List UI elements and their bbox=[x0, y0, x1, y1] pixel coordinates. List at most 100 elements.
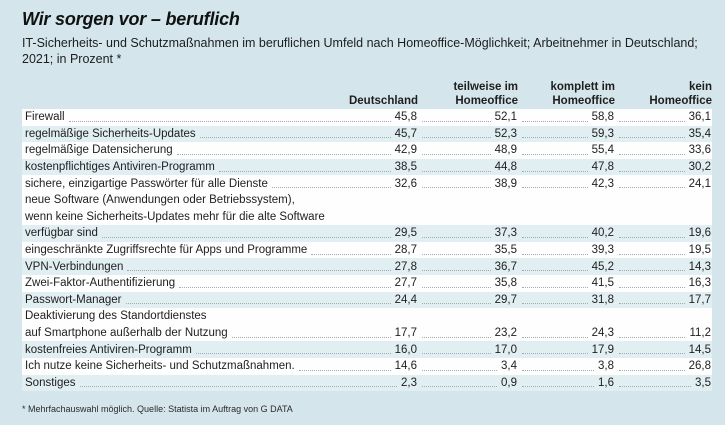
dotted-leader bbox=[522, 246, 588, 255]
value-komplett: 42,3 bbox=[591, 177, 614, 190]
dotted-leader bbox=[422, 113, 491, 122]
value-komplett: 59,3 bbox=[591, 127, 614, 140]
column-header-row: Deutschland teilweise im Homeoffice komp… bbox=[22, 80, 712, 108]
value-deutschland: 28,7 bbox=[394, 244, 417, 257]
value-teilweise: 23,2 bbox=[494, 327, 517, 340]
table-row: eingeschränkte Zugriffsrechte für Apps u… bbox=[22, 241, 712, 259]
table-row: auf Smartphone außerhalb der Nutzung 17,… bbox=[22, 324, 712, 342]
value-deutschland: 14,6 bbox=[394, 360, 417, 373]
dotted-leader bbox=[619, 113, 685, 122]
value-teilweise: 17,0 bbox=[494, 343, 517, 356]
value-kein: 24,1 bbox=[688, 177, 711, 190]
column-header-teilweise: teilweise im Homeoffice bbox=[453, 81, 518, 107]
dotted-leader bbox=[522, 262, 588, 272]
row-label: Zwei-Faktor-Authentifizierung bbox=[25, 277, 176, 290]
dotted-leader bbox=[422, 295, 491, 305]
dotted-leader bbox=[619, 378, 691, 388]
value-teilweise: 44,8 bbox=[494, 161, 517, 174]
value-teilweise: 37,3 bbox=[494, 227, 517, 240]
table-row: regelmäßige Sicherheits-Updates 45,7 52,… bbox=[22, 125, 712, 143]
dotted-leader bbox=[422, 129, 491, 139]
value-deutschland: 27,7 bbox=[394, 277, 417, 290]
value-deutschland: 17,7 bbox=[394, 327, 417, 340]
dotted-leader bbox=[619, 279, 685, 288]
dotted-leader bbox=[522, 378, 594, 388]
value-komplett: 58,8 bbox=[591, 111, 614, 124]
dotted-leader bbox=[231, 329, 391, 338]
dotted-leader bbox=[522, 362, 594, 371]
value-deutschland: 16,0 bbox=[394, 343, 417, 356]
value-komplett: 24,3 bbox=[591, 327, 614, 340]
value-komplett: 3,8 bbox=[598, 360, 614, 373]
row-label: VPN-Verbindungen bbox=[25, 260, 124, 273]
table-body: Firewall 45,8 52,1 58,8 36,1 regelmäßige… bbox=[22, 109, 712, 392]
value-kein: 26,8 bbox=[688, 360, 711, 373]
table-row: VPN-Verbindungen 27,8 36,7 45,2 14,3 bbox=[22, 258, 712, 275]
dotted-leader bbox=[422, 378, 497, 388]
table-row-label-continuation: Deaktivierung des Standortdienstes bbox=[22, 308, 712, 325]
dotted-leader bbox=[619, 229, 685, 238]
dotted-leader bbox=[311, 246, 391, 255]
value-deutschland: 45,8 bbox=[394, 111, 417, 124]
value-komplett: 45,2 bbox=[591, 260, 614, 273]
value-deutschland: 32,6 bbox=[394, 177, 417, 190]
row-label: Passwort-Manager bbox=[25, 293, 122, 306]
dotted-leader bbox=[619, 262, 685, 272]
value-deutschland: 2,3 bbox=[401, 376, 417, 389]
dotted-leader bbox=[522, 329, 588, 338]
dotted-leader bbox=[619, 362, 685, 371]
dotted-leader bbox=[619, 295, 685, 305]
table-row: Zwei-Faktor-Authentifizierung 27,7 35,8 … bbox=[22, 274, 712, 292]
column-header-deutschland: Deutschland bbox=[348, 95, 418, 107]
value-komplett: 41,5 bbox=[591, 277, 614, 290]
row-label: neue Software (Anwendungen oder Betriebs… bbox=[25, 194, 295, 207]
value-komplett: 55,4 bbox=[591, 144, 614, 157]
value-kein: 30,2 bbox=[688, 161, 711, 174]
dotted-leader bbox=[522, 146, 588, 155]
value-kein: 36,1 bbox=[688, 111, 711, 124]
value-teilweise: 0,9 bbox=[501, 376, 517, 389]
dotted-leader bbox=[522, 295, 588, 305]
page-title: Wir sorgen vor – beruflich bbox=[22, 9, 240, 29]
dotted-leader bbox=[176, 146, 391, 155]
dotted-leader bbox=[127, 262, 391, 272]
value-komplett: 39,3 bbox=[591, 244, 614, 257]
dotted-leader bbox=[619, 345, 685, 355]
table-row: kostenpflichtiges Antiviren-Programm 38,… bbox=[22, 158, 712, 176]
column-header-kein: kein Homeoffice bbox=[649, 81, 712, 107]
table-row: sichere, einzigartige Passwörter für all… bbox=[22, 175, 712, 192]
value-kein: 11,2 bbox=[689, 327, 711, 340]
row-label: regelmäßige Sicherheits-Updates bbox=[25, 127, 196, 140]
dotted-leader bbox=[422, 163, 491, 172]
table-row: Firewall 45,8 52,1 58,8 36,1 bbox=[22, 109, 712, 126]
dotted-leader bbox=[422, 279, 491, 288]
table-row: Ich nutze keine Sicherheits- und Schutzm… bbox=[22, 357, 712, 375]
data-table: Deutschland teilweise im Homeoffice komp… bbox=[22, 80, 712, 392]
dotted-leader bbox=[422, 262, 491, 272]
dotted-leader bbox=[218, 163, 391, 172]
dotted-leader bbox=[422, 345, 491, 355]
value-kein: 33,6 bbox=[688, 144, 711, 157]
value-deutschland: 29,5 bbox=[394, 227, 417, 240]
value-teilweise: 38,9 bbox=[494, 177, 517, 190]
dotted-leader bbox=[68, 113, 391, 122]
dotted-leader bbox=[522, 345, 588, 355]
dotted-leader bbox=[619, 246, 685, 255]
row-label: wenn keine Sicherheits-Updates mehr für … bbox=[25, 210, 325, 223]
value-kein: 17,7 bbox=[688, 293, 711, 306]
row-label: auf Smartphone außerhalb der Nutzung bbox=[25, 327, 228, 340]
dotted-leader bbox=[422, 362, 497, 371]
table-row: regelmäßige Datensicherung 42,9 48,9 55,… bbox=[22, 142, 712, 159]
dotted-leader bbox=[298, 362, 391, 371]
value-komplett: 47,8 bbox=[591, 161, 614, 174]
dotted-leader bbox=[619, 179, 685, 189]
dotted-leader bbox=[619, 129, 685, 139]
table-row-label-continuation: neue Software (Anwendungen oder Betriebs… bbox=[22, 191, 712, 209]
value-kein: 19,6 bbox=[688, 227, 711, 240]
row-label: sichere, einzigartige Passwörter für all… bbox=[25, 177, 268, 190]
dotted-leader bbox=[619, 146, 685, 155]
dotted-leader bbox=[422, 246, 491, 255]
dotted-leader bbox=[522, 163, 588, 172]
value-deutschland: 45,7 bbox=[394, 127, 417, 140]
